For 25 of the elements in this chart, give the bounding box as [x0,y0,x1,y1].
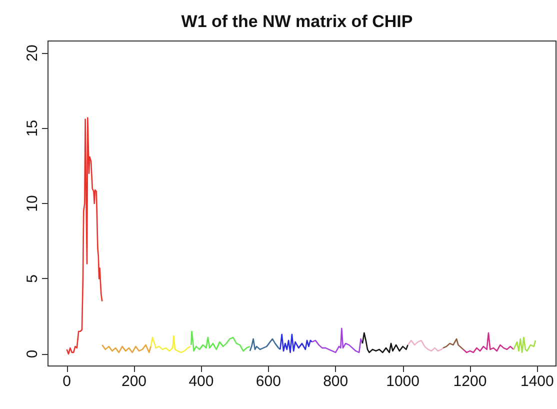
x-tick-label: 0 [62,373,71,390]
line-series [362,332,408,354]
line-series [150,335,192,354]
x-tick-label: 600 [256,373,281,390]
line-series [442,338,464,350]
y-tick-label: 15 [24,120,41,137]
x-tick-label: 1400 [520,373,554,390]
line-series [190,330,251,352]
line-series [462,332,514,354]
line-series [513,336,536,354]
x-tick-label: 400 [188,373,214,390]
chart-title: W1 of the NW matrix of CHIP [181,12,413,31]
x-tick-label: 1000 [386,373,420,390]
y-tick-label: 10 [24,195,41,212]
x-tick-label: 1200 [453,373,487,390]
line-series [280,334,313,354]
line-series [101,344,152,354]
line-series [311,328,364,354]
line-series [407,340,444,352]
x-tick-label: 800 [323,373,348,390]
line-series [249,338,281,352]
x-tick-label: 200 [121,373,147,390]
y-tick-label: 20 [24,44,41,62]
y-tick-label: 5 [24,274,41,283]
y-tick-label: 0 [24,350,41,358]
